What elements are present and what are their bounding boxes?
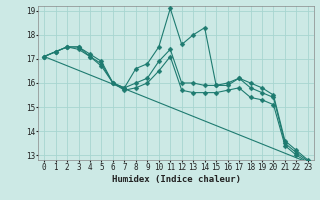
X-axis label: Humidex (Indice chaleur): Humidex (Indice chaleur) <box>111 175 241 184</box>
